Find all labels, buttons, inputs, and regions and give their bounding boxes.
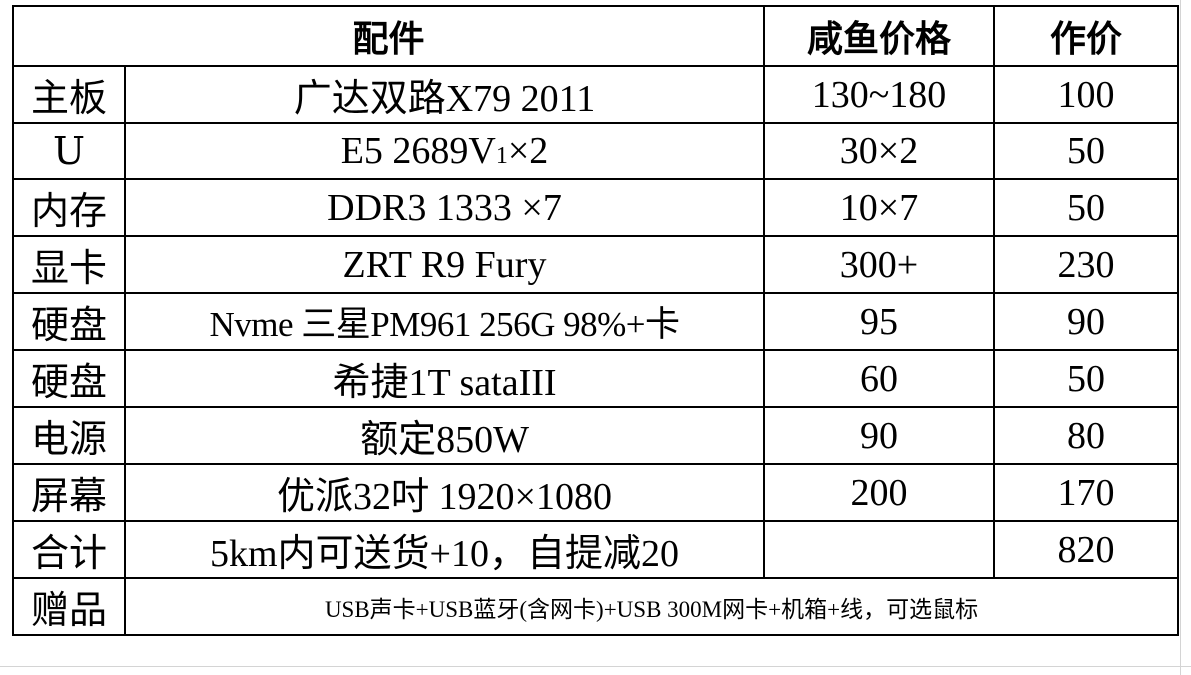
cell-our-price[interactable]: 230: [993, 235, 1180, 294]
cell-item[interactable]: 优派32吋 1920×1080: [123, 463, 766, 522]
header-row: 配件 咸鱼价格 作价: [11, 5, 1180, 67]
cell-our-price[interactable]: 50: [993, 122, 1180, 180]
cell-xianyu-price[interactable]: [763, 520, 996, 579]
cell-xianyu-price[interactable]: 130~180: [763, 65, 996, 124]
cell-item[interactable]: 希捷1T sataIII: [123, 349, 766, 408]
cell-category[interactable]: 硬盘: [12, 349, 126, 408]
cell-xianyu-price[interactable]: 10×7: [763, 178, 996, 237]
grid-line-bottom: [0, 666, 1191, 675]
table-row: 显卡 ZRT R9 Fury 300+ 230: [12, 235, 1180, 294]
table-row-gifts: 赠品 USB声卡+USB蓝牙(含网卡)+USB 300M网卡+机箱+线，可选鼠标: [12, 577, 1180, 636]
cell-xianyu-price[interactable]: 200: [763, 463, 996, 522]
header-our-price[interactable]: 作价: [993, 5, 1180, 67]
cell-xianyu-price[interactable]: 90: [763, 406, 996, 465]
table-row: U E5 2689V1×2 30×2 50: [12, 122, 1180, 180]
cell-category[interactable]: 硬盘: [12, 292, 126, 351]
cell-gifts[interactable]: USB声卡+USB蓝牙(含网卡)+USB 300M网卡+机箱+线，可选鼠标: [123, 577, 1180, 636]
cell-item[interactable]: 5km内可送货+10，自提减20: [123, 520, 766, 579]
header-xianyu-price[interactable]: 咸鱼价格: [763, 5, 996, 67]
cell-our-price[interactable]: 820: [993, 520, 1180, 579]
table-row: 屏幕 优派32吋 1920×1080 200 170: [12, 463, 1180, 522]
cell-category[interactable]: 赠品: [12, 577, 126, 636]
cell-category[interactable]: U: [12, 122, 126, 180]
cell-our-price[interactable]: 90: [993, 292, 1180, 351]
item-subscript: 1: [495, 143, 508, 169]
cell-item[interactable]: E5 2689V1×2: [123, 122, 766, 180]
table-row: 硬盘 希捷1T sataIII 60 50: [12, 349, 1180, 408]
cell-our-price[interactable]: 170: [993, 463, 1180, 522]
cell-item[interactable]: 额定850W: [123, 406, 766, 465]
cell-our-price[interactable]: 50: [993, 178, 1180, 237]
cell-category[interactable]: 屏幕: [12, 463, 126, 522]
cell-category[interactable]: 电源: [12, 406, 126, 465]
cell-xianyu-price[interactable]: 300+: [763, 235, 996, 294]
table-row: 内存 DDR3 1333 ×7 10×7 50: [12, 178, 1180, 237]
cell-category[interactable]: 合计: [12, 520, 126, 579]
cell-category[interactable]: 显卡: [12, 235, 126, 294]
cell-category[interactable]: 内存: [12, 178, 126, 237]
item-text: ×2: [507, 130, 549, 172]
grid-line-right: [1180, 0, 1191, 675]
cell-item[interactable]: Nvme 三星PM961 256G 98%+卡: [123, 292, 766, 351]
parts-price-table: 配件 咸鱼价格 作价 主板 广达双路X79 2011 130~180 100 U…: [11, 5, 1180, 636]
header-part[interactable]: 配件: [11, 5, 766, 67]
table-row: 主板 广达双路X79 2011 130~180 100: [12, 65, 1180, 124]
cell-item[interactable]: 广达双路X79 2011: [123, 65, 766, 124]
cell-our-price[interactable]: 50: [993, 349, 1180, 408]
cell-xianyu-price[interactable]: 95: [763, 292, 996, 351]
cell-xianyu-price[interactable]: 30×2: [763, 122, 996, 180]
cell-item[interactable]: DDR3 1333 ×7: [123, 178, 766, 237]
table-row: 电源 额定850W 90 80: [12, 406, 1180, 465]
cell-category[interactable]: 主板: [12, 65, 126, 124]
cell-item[interactable]: ZRT R9 Fury: [123, 235, 766, 294]
cell-xianyu-price[interactable]: 60: [763, 349, 996, 408]
cell-our-price[interactable]: 80: [993, 406, 1180, 465]
cell-our-price[interactable]: 100: [993, 65, 1180, 124]
table-row: 硬盘 Nvme 三星PM961 256G 98%+卡 95 90: [12, 292, 1180, 351]
item-text: E5 2689V: [340, 130, 496, 172]
table-row-total: 合计 5km内可送货+10，自提减20 820: [12, 520, 1180, 579]
